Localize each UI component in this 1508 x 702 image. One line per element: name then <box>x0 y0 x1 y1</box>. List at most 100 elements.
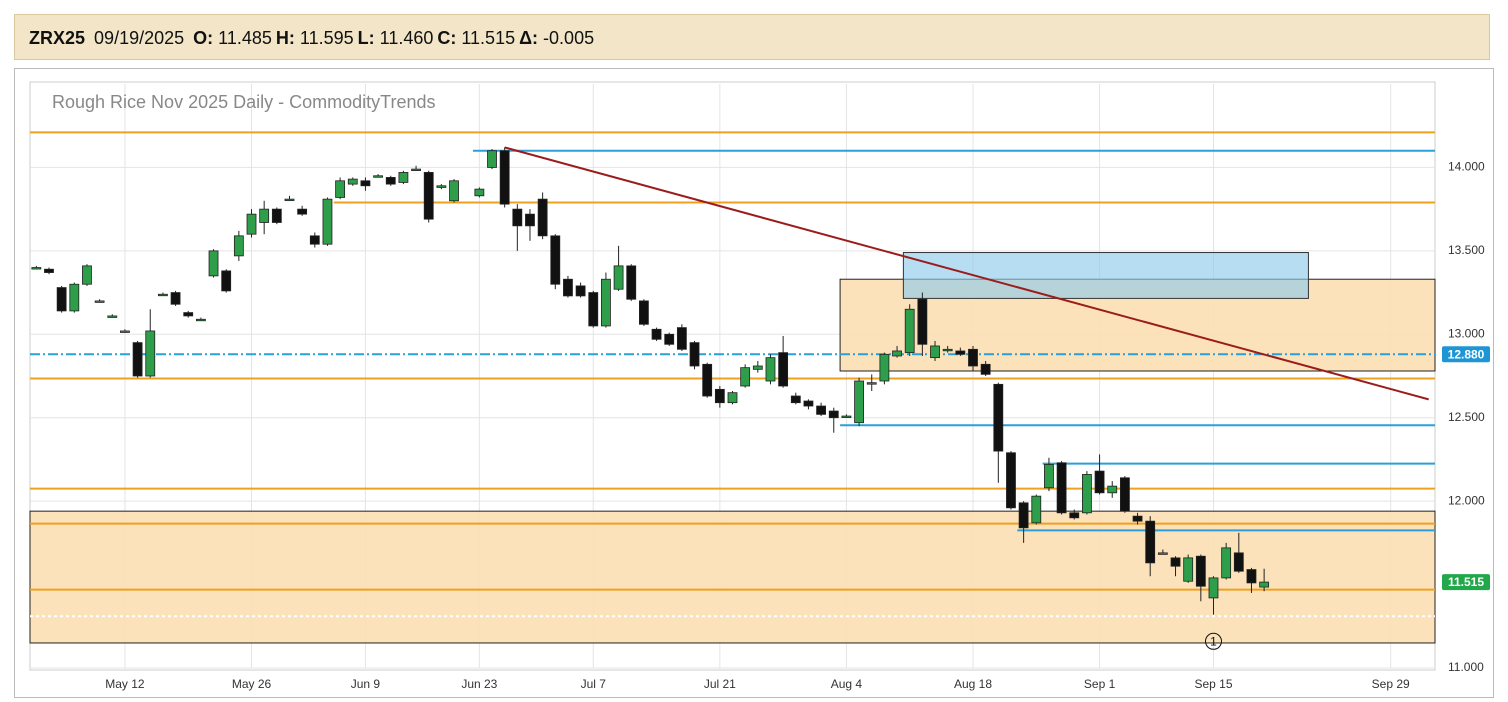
price-tag-label: 11.515 <box>1448 575 1484 589</box>
candle-body <box>170 292 181 305</box>
candle-body <box>309 235 320 245</box>
x-tick-label: Sep 15 <box>1194 677 1232 691</box>
candle-body <box>31 267 42 270</box>
candle-body <box>778 352 789 387</box>
candle-body <box>1044 464 1054 489</box>
field-value: 11.515 <box>461 28 516 48</box>
candle-body <box>828 410 839 419</box>
candle-body <box>1208 577 1219 599</box>
x-tick-label: Sep 29 <box>1372 677 1410 691</box>
candle-body <box>1006 452 1016 509</box>
y-tick-label: 12.000 <box>1448 493 1485 507</box>
symbol: ZRX25 <box>29 28 86 48</box>
candle-body <box>132 342 143 377</box>
candle-body <box>335 180 346 198</box>
candle-body <box>854 380 864 424</box>
y-tick-label: 12.500 <box>1448 410 1485 424</box>
candle-body <box>183 312 194 317</box>
candle-body <box>1145 520 1156 564</box>
candle-body <box>1157 552 1168 555</box>
candle-body <box>322 198 333 245</box>
y-tick-label: 13.500 <box>1448 243 1485 257</box>
x-tick-label: Jul 21 <box>704 677 736 691</box>
candle-body <box>1056 462 1067 514</box>
chart-title: Rough Rice Nov 2025 Daily - CommodityTre… <box>52 92 435 112</box>
candle-body <box>689 342 700 367</box>
candle-body <box>449 180 459 202</box>
candle-body <box>790 395 801 404</box>
quote-header: ZRX25 09/19/2025 O: 11.485 H: 11.595 L: 11… <box>14 14 1490 60</box>
y-tick-label: 14.000 <box>1448 160 1485 174</box>
x-tick-label: Aug 4 <box>831 677 863 691</box>
price-tag <box>1442 574 1490 591</box>
x-tick-label: Aug 18 <box>954 677 992 691</box>
candle-body <box>1094 470 1105 494</box>
candle-body <box>980 363 991 375</box>
candle-body <box>233 235 244 257</box>
candle-body <box>1221 547 1232 579</box>
candle-body <box>82 265 92 285</box>
candle-body <box>1132 515 1143 522</box>
candle-body <box>297 208 308 215</box>
x-tick-label: Jul 7 <box>581 677 607 691</box>
candle-body <box>474 188 485 197</box>
candle-body <box>904 308 915 354</box>
field-label: L: <box>357 28 375 48</box>
candle-body <box>550 235 561 285</box>
annotation-label: 1 <box>1210 634 1217 648</box>
trendline <box>504 146 1429 401</box>
candle-body <box>968 348 978 367</box>
candle-body <box>955 350 966 355</box>
candle-body <box>120 330 130 333</box>
candle-body <box>752 365 763 370</box>
candle-body <box>613 265 624 290</box>
candle-body <box>601 278 611 327</box>
candle-body <box>803 400 814 407</box>
candle-body <box>1246 569 1257 584</box>
candle-body <box>271 208 282 223</box>
field-value: 11.595 <box>299 28 354 48</box>
quote-fields: O: 11.485 H: 11.595 L: 11.460 C: 11.515 Δ: -… <box>193 28 598 48</box>
candle-body <box>284 198 295 202</box>
candle-body <box>626 265 637 300</box>
price-tag <box>1442 346 1490 363</box>
candle-body <box>1259 581 1270 588</box>
field-label: O: <box>193 28 214 48</box>
candle-body <box>740 367 751 387</box>
candle-body <box>651 328 662 340</box>
candle-body <box>917 298 928 345</box>
candle-body <box>588 292 599 327</box>
candle-body <box>525 213 535 227</box>
candle-body <box>259 208 270 223</box>
candle-body <box>158 293 168 297</box>
candle-body <box>714 388 725 404</box>
candle-body <box>56 287 67 312</box>
candle-body <box>145 330 156 377</box>
candle-body <box>208 250 219 277</box>
field-value: -0.005 <box>543 28 595 48</box>
x-tick-label: May 12 <box>105 677 145 691</box>
candle-body <box>1107 485 1118 494</box>
candle-body <box>1069 512 1080 519</box>
date: 09/19/2025 <box>94 28 185 48</box>
candle-body <box>942 348 953 352</box>
x-tick-label: Sep 1 <box>1084 677 1116 691</box>
candle-body <box>676 327 687 350</box>
candle-body <box>841 415 852 418</box>
candle-body <box>398 172 409 183</box>
candle-body <box>1031 495 1042 524</box>
candle-body <box>512 208 523 227</box>
x-tick-label: Jun 23 <box>461 677 497 691</box>
candle-body <box>879 353 890 382</box>
candle-body <box>1018 502 1029 529</box>
candle-body <box>487 150 497 168</box>
y-tick-label: 13.000 <box>1448 326 1485 340</box>
candle-body <box>423 172 434 220</box>
candle-body <box>638 300 649 325</box>
annotation-circle <box>1204 632 1222 650</box>
candle-body <box>1183 557 1194 582</box>
y-tick-label: 11.000 <box>1448 660 1484 674</box>
candle-body <box>221 270 232 292</box>
